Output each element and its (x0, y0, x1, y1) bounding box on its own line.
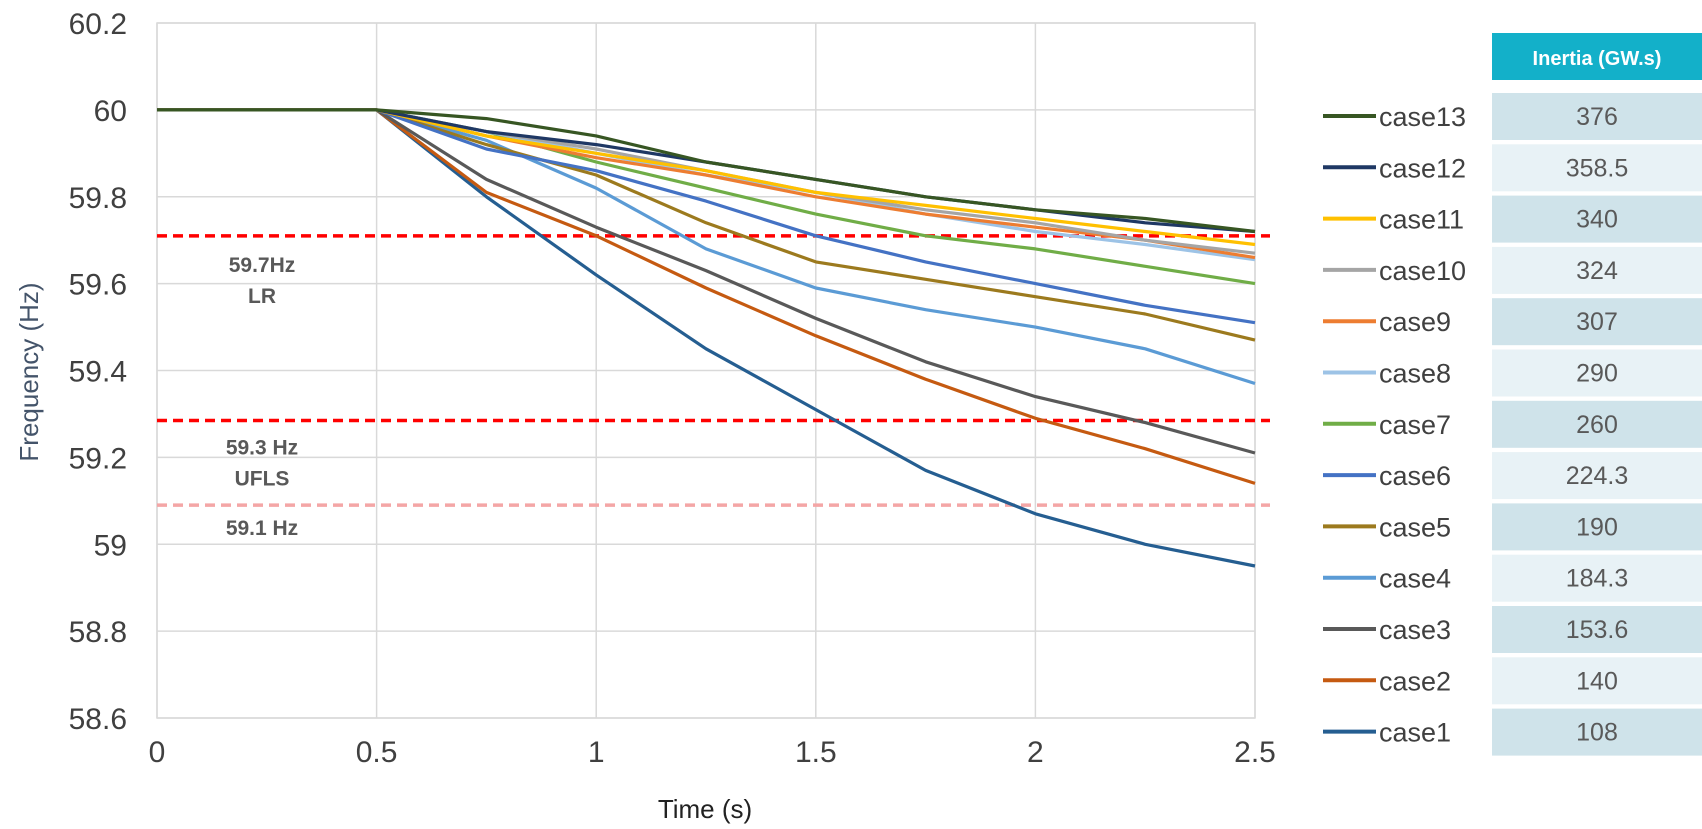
series-line-case5 (157, 108, 1256, 342)
table-row (1492, 246, 1702, 294)
table-row (1492, 349, 1702, 397)
table-cell-value: 140 (1576, 667, 1618, 695)
table-cell-value: 290 (1576, 360, 1618, 388)
table-cell-value: 324 (1576, 257, 1618, 285)
table-cell-value: 224.3 (1566, 462, 1629, 490)
threshold-label: UFLS (235, 467, 290, 490)
series-line-case11 (157, 108, 1256, 247)
table-cell-value: 108 (1576, 719, 1618, 747)
threshold-label: 59.7Hz (229, 254, 296, 277)
threshold-annotations: 59.7Hz LR 59.3 Hz UFLS 59.1 Hz (226, 254, 298, 540)
table-cell-value: 260 (1576, 411, 1618, 439)
y-tick-label: 59.8 (69, 182, 127, 215)
series-line-case13 (157, 108, 1256, 234)
legend-label: case11 (1379, 205, 1464, 235)
table-row (1492, 554, 1702, 602)
legend: case13 case12 case11 case10 case9 case8 case7 c… (1323, 102, 1466, 748)
legend-label: case5 (1379, 512, 1451, 542)
table-cell-value: 184.3 (1566, 565, 1629, 593)
series-line-case1 (157, 108, 1256, 568)
x-axis-title: Time (s) (658, 794, 752, 824)
grid (156, 22, 1256, 719)
y-tick-label: 60.2 (69, 8, 127, 41)
table-row (1492, 708, 1702, 756)
x-tick-label: 1.5 (795, 736, 837, 769)
legend-label: case9 (1379, 307, 1451, 337)
series-line-case2 (157, 108, 1256, 485)
series-line-case4 (157, 108, 1256, 386)
legend-label: case1 (1379, 718, 1451, 748)
series-line-case3 (157, 108, 1256, 455)
y-tick-label: 60 (94, 95, 127, 128)
table-cell-value: 340 (1576, 206, 1618, 234)
table-header: Inertia (GW.s) (1533, 48, 1662, 70)
threshold-lines (157, 234, 1270, 507)
table-row (1492, 400, 1702, 448)
table-row (1492, 657, 1702, 705)
inertia-table: Inertia (GW.s) 376 358.5 340 324 307 290 260 224… (1492, 33, 1702, 756)
x-tick-label: 0 (149, 736, 166, 769)
threshold-label: 59.3 Hz (226, 436, 298, 459)
series-line-case6 (157, 108, 1256, 325)
table-row (1492, 606, 1702, 653)
x-tick-label: 0.5 (356, 736, 398, 769)
y-axis-title: Frequency (Hz) (14, 282, 44, 461)
legend-label: case12 (1379, 153, 1466, 183)
legend-label: case4 (1379, 564, 1451, 594)
threshold-label: LR (248, 285, 276, 308)
legend-label: case8 (1379, 359, 1451, 389)
table-cell-value: 153.6 (1566, 616, 1629, 644)
table-cell-value: 376 (1576, 103, 1618, 131)
legend-label: case13 (1379, 102, 1466, 132)
x-tick-label: 1 (588, 736, 605, 769)
table-header-cell (1492, 33, 1702, 80)
table-row (1492, 298, 1702, 346)
table-row (1492, 93, 1702, 140)
y-tick-label: 58.6 (69, 703, 127, 736)
legend-label: case6 (1379, 461, 1451, 491)
series-lines (157, 108, 1256, 568)
threshold-label: 59.1 Hz (226, 517, 298, 540)
legend-label: case7 (1379, 410, 1451, 440)
y-tick-label: 59.2 (69, 442, 127, 475)
y-tick-label: 59.4 (69, 356, 127, 389)
table-row (1492, 195, 1702, 243)
tick-labels: 58.6 58.8 59 59.2 59.4 59.6 59.8 60 60.2 0 0.5 1 1.5… (69, 8, 1276, 769)
table-row (1492, 503, 1702, 551)
y-tick-label: 59 (94, 529, 127, 562)
legend-label: case2 (1379, 666, 1451, 696)
series-line-case10 (157, 108, 1256, 255)
table-row (1492, 452, 1702, 500)
legend-label: case3 (1379, 615, 1451, 645)
table-cell-value: 190 (1576, 513, 1618, 541)
table-cell-value: 307 (1576, 308, 1618, 336)
x-tick-label: 2.5 (1234, 736, 1276, 769)
y-tick-label: 58.8 (69, 616, 127, 649)
legend-label: case10 (1379, 256, 1466, 286)
x-tick-label: 2 (1027, 736, 1044, 769)
y-tick-label: 59.6 (69, 269, 127, 302)
table-row (1492, 144, 1702, 192)
table-cell-value: 358.5 (1566, 154, 1629, 182)
